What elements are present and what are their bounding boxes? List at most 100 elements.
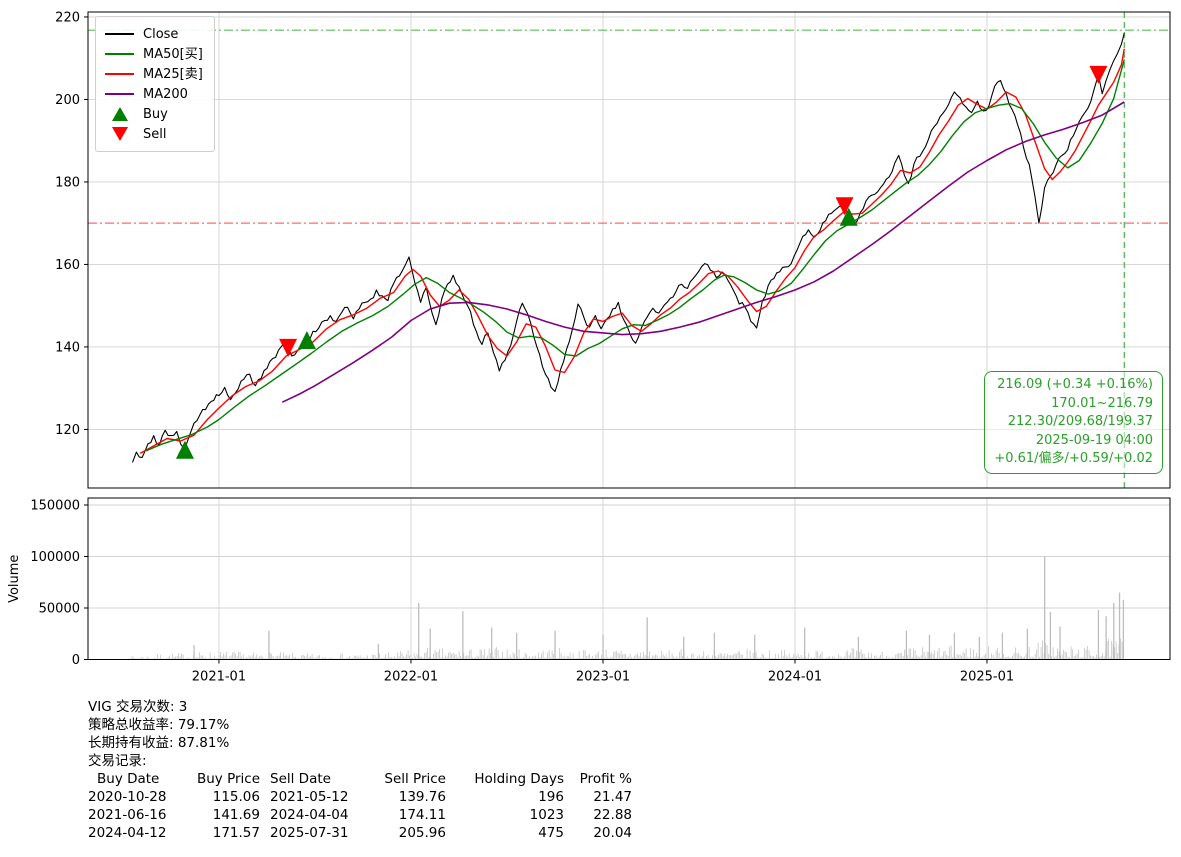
volume-bar (935, 657, 937, 660)
volume-bar (967, 657, 969, 660)
volume-bar (583, 649, 585, 660)
volume-bar (238, 652, 240, 660)
buy-marker (839, 207, 858, 226)
sell-marker (279, 338, 298, 357)
volume-bar (454, 654, 456, 660)
volume-bar (484, 648, 486, 660)
volume-bar (673, 656, 675, 660)
volume-spike-bar (1001, 632, 1004, 660)
volume-bar (937, 650, 939, 660)
volume-bar (448, 652, 450, 660)
volume-bar (755, 651, 757, 660)
volume-bar (943, 651, 945, 660)
volume-bar (658, 658, 660, 660)
volume-bar (635, 654, 637, 660)
volume-bar (739, 651, 741, 660)
x-tick-label: 2024-01 (768, 670, 822, 685)
volume-bar (820, 653, 822, 660)
volume-bar (865, 657, 867, 660)
volume-bar (1109, 656, 1111, 660)
cell: 115.06 (212, 789, 260, 805)
volume-bar (997, 647, 999, 660)
volume-bar (205, 657, 207, 660)
volume-bar (215, 657, 217, 660)
volume-bar (355, 656, 357, 660)
volume-bar (283, 652, 285, 660)
legend-label: Buy (143, 106, 168, 122)
volume-bar (590, 657, 592, 660)
volume-bar (1003, 654, 1005, 660)
volume-bar (499, 657, 501, 660)
volume-bar (212, 658, 214, 660)
volume-bar (352, 658, 354, 660)
legend-label: Sell (143, 126, 167, 142)
volume-bar (893, 658, 895, 660)
volume-bar (175, 656, 177, 660)
col-sell-price: Sell Price (384, 771, 446, 787)
volume-bar (841, 657, 843, 660)
volume-bar (446, 656, 448, 660)
volume-bar (763, 654, 765, 660)
volume-bar (719, 652, 721, 660)
volume-bar (911, 656, 913, 660)
volume-bar (362, 657, 364, 660)
volume-bar (1018, 652, 1020, 660)
volume-bar (970, 648, 972, 660)
volume-bar (1004, 657, 1006, 660)
volume-bar (398, 656, 400, 660)
volume-bar (779, 658, 781, 660)
volume-bar (371, 654, 373, 660)
ma50-line (145, 59, 1125, 452)
volume-bar (1048, 653, 1050, 660)
legend-label: MA200 (143, 86, 188, 102)
volume-bar (902, 656, 904, 660)
volume-bar (359, 655, 361, 660)
volume-bar (704, 657, 706, 660)
volume-bar (721, 653, 723, 660)
volume-bar (644, 655, 646, 660)
volume-bar (626, 657, 628, 660)
volume-bar (1085, 649, 1087, 660)
trade-row: 2020-10-28 115.06 2021-05-12 139.76 196 … (88, 788, 632, 806)
volume-bar (610, 657, 612, 660)
volume-bar (311, 653, 313, 660)
volume-spike-bar (978, 636, 981, 660)
volume-bar (920, 655, 922, 660)
cell: 139.76 (398, 789, 446, 805)
volume-bar (224, 655, 226, 660)
volume-bar (431, 658, 433, 660)
volume-bar (701, 656, 703, 660)
volume-bar (488, 648, 490, 660)
volume-bar (478, 656, 480, 660)
volume-bar (919, 657, 921, 660)
volume-bar (1093, 656, 1095, 660)
volume-spike-bar (515, 632, 518, 660)
volume-bar (973, 649, 975, 660)
volume-bar (842, 658, 844, 660)
volume-bar (706, 656, 708, 660)
volume-bar (1094, 657, 1096, 660)
volume-bar (883, 657, 885, 660)
volume-bar (250, 656, 252, 660)
volume-bar (913, 648, 915, 660)
volume-bar (325, 657, 327, 660)
volume-bar (760, 657, 762, 660)
volume-bar (445, 655, 447, 660)
volume-bar (302, 654, 304, 660)
volume-bar (400, 651, 402, 660)
legend-item-close: Close (105, 24, 203, 44)
volume-bar (389, 656, 391, 660)
volume-bar (1100, 655, 1102, 660)
volume-bar (1033, 657, 1035, 660)
volume-spike-bar (1118, 592, 1121, 660)
volume-bar (329, 657, 331, 660)
volume-bar (647, 656, 649, 660)
volume-bar (439, 648, 441, 660)
volume-bar (151, 658, 153, 660)
volume-bar (571, 657, 573, 660)
legend-item-ma200: MA200 (105, 84, 203, 104)
volume-bar (778, 653, 780, 660)
volume-bar (469, 650, 471, 660)
volume-bar (991, 653, 993, 660)
cell: 141.69 (212, 807, 260, 823)
